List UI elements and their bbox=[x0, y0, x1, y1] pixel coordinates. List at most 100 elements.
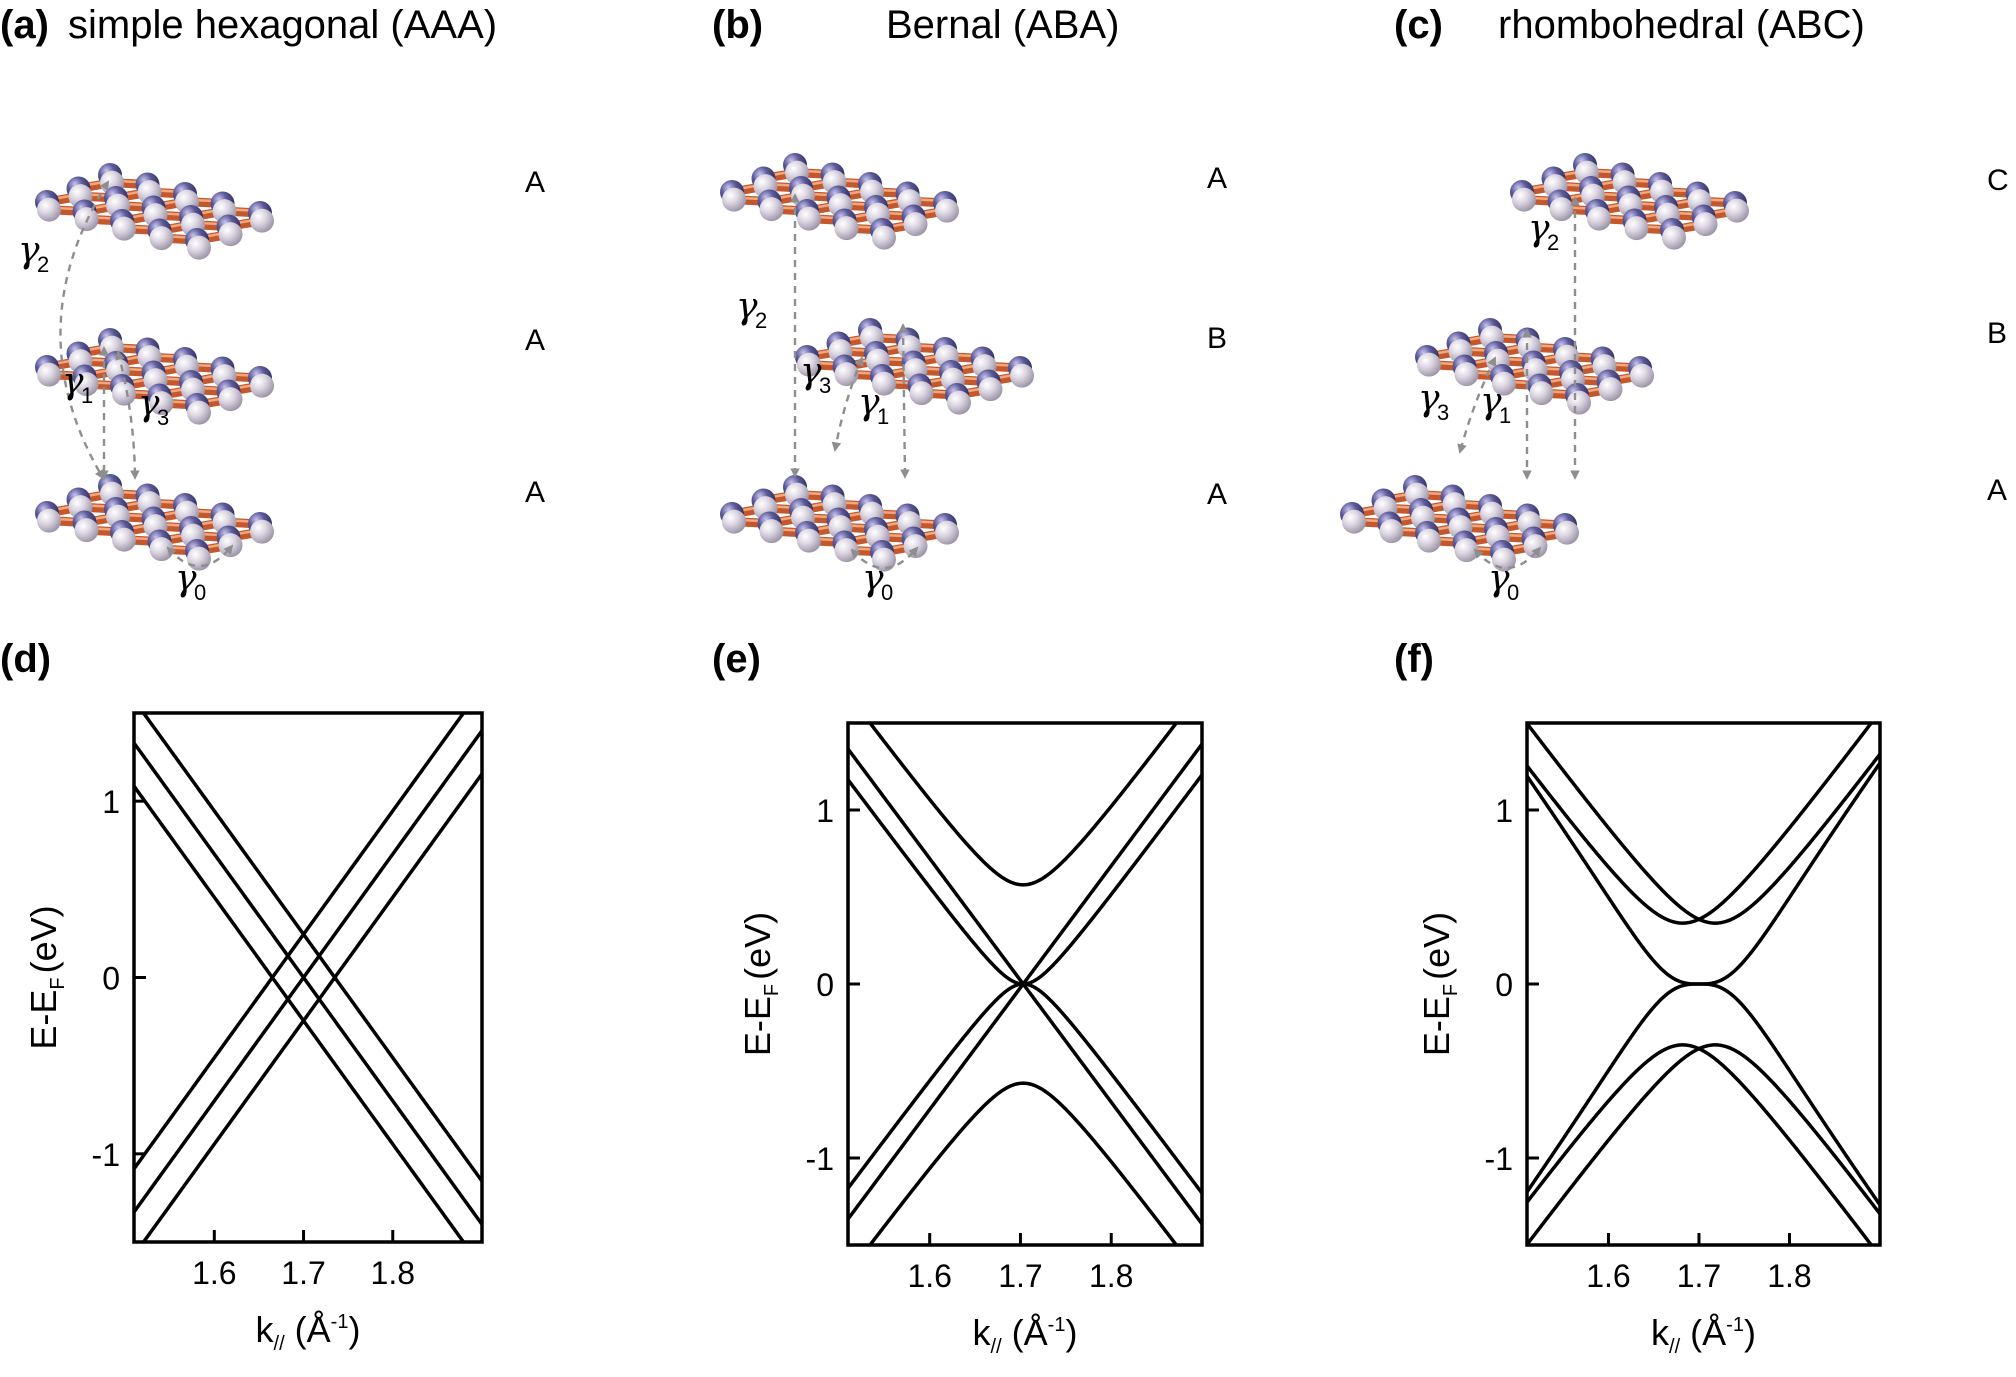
carbon-atom-b-site bbox=[37, 362, 61, 387]
panel-label-b: (b) bbox=[712, 3, 763, 47]
carbon-atom-b-site bbox=[1010, 363, 1034, 388]
carbon-atom-b-site bbox=[1492, 371, 1516, 396]
x-axis-title: k//(Å-1) bbox=[973, 1312, 1078, 1358]
carbon-atom-b-site bbox=[903, 212, 928, 237]
label-gamma3-subscript: 3 bbox=[157, 405, 169, 430]
carbon-atom-b-site bbox=[722, 187, 746, 212]
carbon-atom-b-site bbox=[834, 538, 859, 563]
carbon-atom-b-site bbox=[1693, 212, 1718, 237]
label-gamma0-symbol: γ bbox=[862, 558, 884, 599]
band-series-2-valence bbox=[867, 1081, 1179, 1245]
carbon-atom-b-site bbox=[187, 235, 211, 260]
label-gamma0-subscript: 0 bbox=[1507, 580, 1519, 605]
label-gamma2-subscript: 2 bbox=[1547, 230, 1559, 255]
x-axis-title: k//(Å-1) bbox=[1651, 1312, 1756, 1358]
carbon-atom-b-site bbox=[112, 216, 136, 241]
carbon-atom-b-site bbox=[218, 222, 243, 247]
x-tick-label: 1.6 bbox=[1586, 1258, 1630, 1294]
x-tick-label: 1.8 bbox=[1089, 1258, 1133, 1294]
graphene-layer-2 bbox=[1340, 475, 1579, 572]
carbon-atom-b-site bbox=[759, 519, 784, 544]
y-axis-label: E-EF(eV) bbox=[737, 912, 783, 1056]
carbon-atom-b-site bbox=[112, 527, 136, 552]
panel-e-bands: (e) 1 0 -1 1.6 1.7 1.8 E-EF(eV) k//(Å-1) bbox=[712, 637, 1204, 1358]
label-gamma3-subscript: 3 bbox=[1437, 400, 1449, 425]
carbon-atom-b-site bbox=[149, 226, 174, 251]
lattice-layers-b: A B A bbox=[720, 153, 1227, 572]
label-gamma2-symbol: γ bbox=[1528, 208, 1550, 249]
carbon-atom-b-site bbox=[1725, 198, 1749, 223]
y-axis-label: E-EF(eV) bbox=[1416, 912, 1462, 1056]
y-axis-title: E-EF(eV) bbox=[737, 912, 783, 1056]
y-tick-label: 1 bbox=[1495, 793, 1513, 829]
carbon-atom-b-site bbox=[797, 528, 821, 553]
label-gamma0-symbol: γ bbox=[175, 558, 197, 599]
hop-gamma1 bbox=[898, 323, 910, 479]
hop-gamma3 bbox=[115, 350, 140, 480]
carbon-atom-b-site bbox=[1454, 538, 1479, 563]
label-gamma2-symbol: γ bbox=[18, 230, 40, 271]
carbon-atom-b-site bbox=[947, 390, 971, 415]
carbon-atom-b-site bbox=[218, 533, 243, 558]
carbon-atom-b-site bbox=[722, 509, 746, 534]
band-series-0-valence bbox=[134, 976, 466, 1242]
carbon-atom-b-site bbox=[759, 197, 784, 222]
carbon-atom-b-site bbox=[797, 206, 821, 231]
y-tick-label: 1 bbox=[816, 793, 834, 829]
x-tick-label: 1.8 bbox=[371, 1255, 415, 1291]
carbon-atom-b-site bbox=[935, 198, 959, 223]
carbon-atom-b-site bbox=[1417, 528, 1441, 553]
plot-frame-d bbox=[132, 711, 484, 1244]
x-tick-label: 1.7 bbox=[281, 1255, 325, 1291]
x-tick-label: 1.8 bbox=[1767, 1258, 1811, 1294]
carbon-atom-b-site bbox=[74, 372, 99, 397]
label-gamma3-symbol: γ bbox=[800, 351, 822, 392]
label-gamma1-subscript: 1 bbox=[877, 404, 889, 429]
x-tick-label: 1.6 bbox=[192, 1255, 236, 1291]
carbon-atom-b-site bbox=[37, 197, 61, 222]
layer-label-0: A bbox=[525, 166, 545, 199]
label-gamma0-subscript: 0 bbox=[194, 580, 206, 605]
band-lines-e bbox=[848, 723, 1202, 1245]
carbon-atom-b-site bbox=[1555, 520, 1579, 545]
hop-gamma0 bbox=[850, 546, 919, 570]
y-tick-label: 0 bbox=[816, 967, 834, 1003]
label-gamma2-symbol: γ bbox=[736, 286, 758, 327]
carbon-atom-b-site bbox=[1529, 381, 1554, 406]
layer-label-2: A bbox=[1207, 478, 1227, 511]
band-series-2-valence bbox=[141, 976, 482, 1242]
carbon-atom-b-site bbox=[187, 400, 211, 425]
carbon-atom-b-site bbox=[1342, 509, 1366, 534]
graphene-layer-1 bbox=[795, 318, 1034, 415]
label-gamma2-subscript: 2 bbox=[755, 308, 767, 333]
carbon-atom-b-site bbox=[909, 381, 934, 406]
band-lines-d bbox=[134, 713, 482, 1242]
graphene-layer-1 bbox=[1415, 318, 1654, 415]
carbon-atom-b-site bbox=[978, 377, 1003, 402]
layer-label-2: A bbox=[525, 476, 545, 509]
label-gamma1-subscript: 1 bbox=[81, 383, 93, 408]
y-tick-label: -1 bbox=[92, 1137, 120, 1173]
label-gamma3-subscript: 3 bbox=[819, 373, 831, 398]
graphene-layer-2 bbox=[720, 475, 959, 572]
label-gamma0-symbol: γ bbox=[1488, 558, 1510, 599]
x-tick-label: 1.7 bbox=[998, 1258, 1042, 1294]
label-gamma3-symbol: γ bbox=[138, 383, 160, 424]
carbon-atom-b-site bbox=[1662, 225, 1686, 250]
graphene-layer-0 bbox=[1510, 153, 1749, 250]
carbon-atom-b-site bbox=[149, 391, 174, 416]
x-axis-title: k//(Å-1) bbox=[256, 1309, 361, 1355]
carbon-atom-b-site bbox=[1630, 363, 1654, 388]
band-series-0-conduction bbox=[848, 743, 1202, 986]
panel-f-bands: (f) 1 0 -1 1.6 1.7 1.8 E-EF(eV) k//(Å-1) bbox=[1394, 637, 1882, 1358]
carbon-atom-b-site bbox=[872, 225, 896, 250]
band-series-2-conduction bbox=[141, 713, 482, 979]
band-series-1-valence bbox=[848, 982, 1202, 1195]
carbon-atom-b-site bbox=[797, 352, 821, 377]
panel-label-f: (f) bbox=[1394, 637, 1434, 681]
carbon-atom-b-site bbox=[1379, 519, 1404, 544]
